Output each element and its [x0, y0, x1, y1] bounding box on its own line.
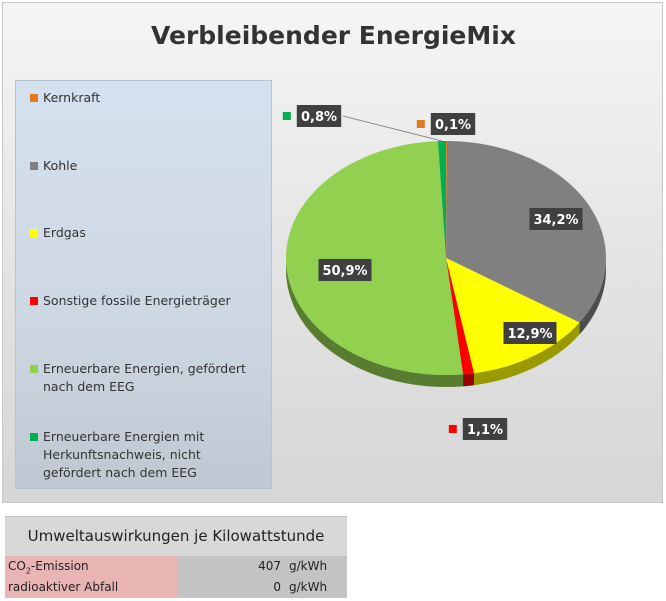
pie-slice-2 — [446, 258, 580, 374]
pie-slice-4 — [286, 141, 464, 375]
data-label-text: 1,1% — [467, 423, 503, 438]
legend-label: Kernkraft — [43, 90, 101, 105]
legend-swatch-icon — [30, 297, 38, 305]
data-label-1: 34,2% — [529, 208, 583, 230]
legend-label: Erdgas — [43, 225, 86, 240]
data-label-swatch-icon — [416, 120, 425, 128]
data-label-text: 0,8% — [301, 110, 337, 125]
legend-swatch-icon — [30, 162, 38, 170]
environment-table: Umweltauswirkungen je Kilowattstunde CO2… — [5, 516, 347, 598]
data-label-text: 0,1% — [435, 118, 471, 133]
data-label-box — [503, 322, 557, 344]
data-label-5: 0,8% — [282, 105, 342, 127]
legend-label: Kohle — [43, 158, 78, 173]
data-label-box — [296, 105, 342, 127]
legend-item-erneuerbare-eeg: Erneuerbare Energien, gefördert nach dem… — [30, 360, 260, 396]
legend-item-erneuerbare-hkn: Erneuerbare Energien mit Herkunftsnachwe… — [30, 428, 260, 482]
data-label-swatch-icon — [282, 112, 291, 120]
legend-item-kernkraft: Kernkraft — [30, 89, 260, 107]
data-label-2: 12,9% — [503, 322, 557, 344]
pie-side-2 — [474, 322, 580, 386]
legend-item-kohle: Kohle — [30, 157, 260, 175]
legend-label: Sonstige fossile Energieträger — [43, 293, 231, 308]
row-label-sub: 2 — [25, 566, 31, 576]
data-label-0: 0,1% — [416, 113, 476, 135]
data-label-box — [430, 113, 476, 135]
row-label: radioaktiver Abfall — [5, 577, 177, 598]
data-label-text: 50,9% — [322, 264, 367, 279]
row-unit: g/kWh — [287, 577, 347, 598]
row-unit: g/kWh — [287, 556, 347, 577]
pie-chart: 0,1% 34,2% 12,9% 1,1% 50,9% 0,8% — [282, 105, 606, 440]
legend-swatch-icon — [30, 94, 38, 102]
data-label-4: 50,9% — [318, 259, 372, 281]
pie-side-3 — [463, 373, 474, 387]
legend-swatch-icon — [30, 433, 38, 441]
pie-slice-1 — [446, 141, 606, 323]
legend-item-sonstige-fossile: Sonstige fossile Energieträger — [30, 292, 260, 310]
data-label-box — [318, 259, 372, 281]
table-header: Umweltauswirkungen je Kilowattstunde — [5, 516, 347, 556]
row-label-main: radioaktiver Abfall — [8, 580, 119, 594]
data-label-text: 12,9% — [507, 327, 552, 342]
legend-swatch-icon — [30, 229, 38, 237]
data-label-swatch-icon — [448, 425, 457, 433]
leader-line — [342, 115, 443, 142]
data-label-box — [529, 208, 583, 230]
legend-label: Erneuerbare Energien, gefördert nach dem… — [43, 361, 246, 394]
chart-legend: Kernkraft Kohle Erdgas Sonstige fossile … — [15, 80, 272, 489]
legend-label: Erneuerbare Energien mit Herkunftsnachwe… — [43, 429, 205, 480]
row-label-rest: -Emission — [30, 559, 89, 573]
table-row: CO2-Emission 407 g/kWh — [5, 556, 347, 577]
data-label-text: 34,2% — [533, 213, 578, 228]
row-label: CO2-Emission — [5, 556, 177, 577]
row-label-main: CO — [8, 559, 26, 573]
chart-title: Verbleibender EnergieMix — [151, 21, 516, 50]
table-row: radioaktiver Abfall 0 g/kWh — [5, 577, 347, 598]
legend-swatch-icon — [30, 365, 38, 373]
row-value: 0 — [177, 577, 287, 598]
data-label-3: 1,1% — [448, 418, 508, 440]
pie-slice-5 — [437, 141, 446, 258]
chart-area: Verbleibender EnergieMix Kernkraft Kohle… — [2, 2, 663, 503]
data-label-box — [462, 418, 508, 440]
legend-item-erdgas: Erdgas — [30, 224, 260, 242]
pie-side-1 — [579, 258, 606, 335]
pie-slice-3 — [446, 258, 474, 375]
pie-side-walls — [286, 258, 606, 387]
row-value: 407 — [177, 556, 287, 577]
